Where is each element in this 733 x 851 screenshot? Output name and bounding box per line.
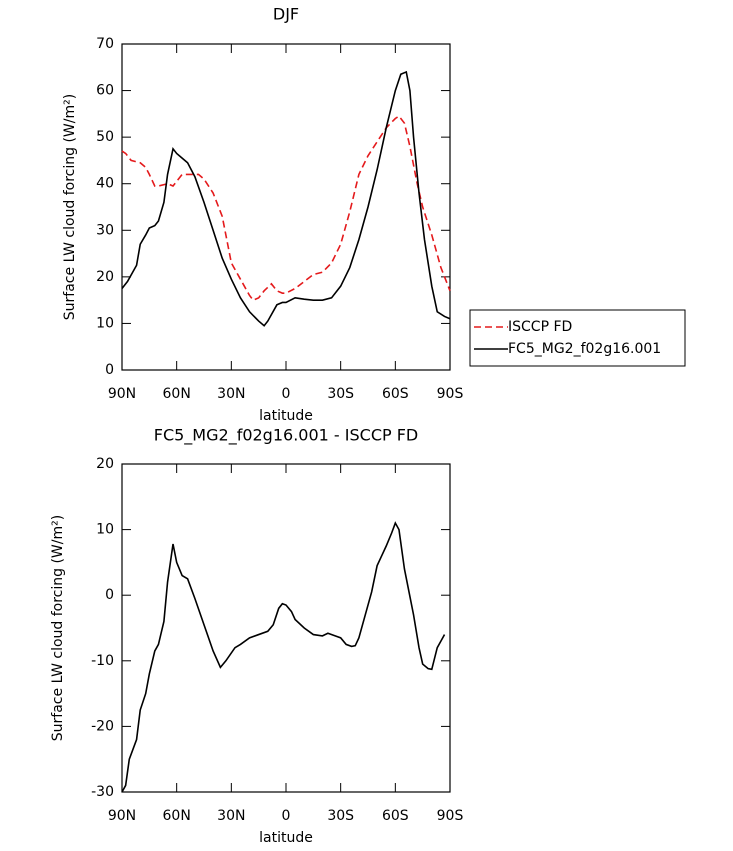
x-tick-label: 60S <box>382 808 409 824</box>
y-tick-label: 50 <box>96 129 114 145</box>
y-tick-label: 30 <box>96 222 114 238</box>
y-tick-label: 20 <box>96 456 114 472</box>
y-tick-label: 60 <box>96 83 114 99</box>
data-line <box>121 521 446 793</box>
x-tick-label: 30S <box>327 386 354 402</box>
y-axis-label: Surface LW cloud forcing (W/m²) <box>62 94 78 320</box>
x-axis-label: latitude <box>259 830 313 846</box>
x-tick-label: 30N <box>217 808 245 824</box>
y-tick-label: 10 <box>96 315 114 331</box>
x-tick-label: 60N <box>163 386 191 402</box>
legend-label: FC5_MG2_f02g16.001 <box>508 341 661 357</box>
y-tick-label: 20 <box>96 269 114 285</box>
y-tick-label: 70 <box>96 36 114 52</box>
x-tick-label: 30S <box>327 808 354 824</box>
data-line <box>121 115 451 302</box>
x-axis-label: latitude <box>259 408 313 424</box>
x-tick-label: 0 <box>282 808 291 824</box>
x-tick-label: 90N <box>108 808 136 824</box>
y-axis-label: Surface LW cloud forcing (W/m²) <box>50 515 66 741</box>
y-tick-label: 0 <box>105 362 114 378</box>
y-tick-label: 10 <box>96 522 114 538</box>
x-tick-label: 30N <box>217 386 245 402</box>
x-tick-label: 90S <box>437 386 464 402</box>
legend-label: ISCCP FD <box>508 319 572 335</box>
x-tick-label: 90N <box>108 386 136 402</box>
legend-box <box>469 309 686 367</box>
plot-frame <box>121 463 451 793</box>
x-tick-label: 60S <box>382 386 409 402</box>
y-tick-label: 0 <box>105 587 114 603</box>
y-tick-label: 40 <box>96 176 114 192</box>
y-tick-label: -20 <box>91 718 114 734</box>
y-tick-label: -10 <box>91 653 114 669</box>
data-line <box>121 70 451 327</box>
y-tick-label: -30 <box>91 784 114 800</box>
chart-title: DJF <box>273 5 299 24</box>
plot-frame <box>121 43 451 371</box>
x-tick-label: 60N <box>163 808 191 824</box>
x-tick-label: 90S <box>437 808 464 824</box>
x-tick-label: 0 <box>282 386 291 402</box>
chart-title: FC5_MG2_f02g16.001 - ISCCP FD <box>154 426 419 446</box>
